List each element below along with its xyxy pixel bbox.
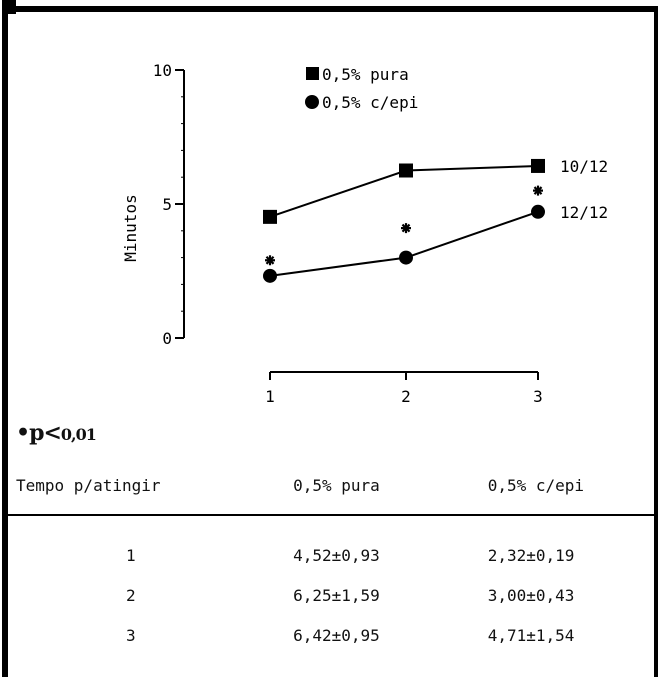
cell-cepi: 4,71±1,54 — [487, 625, 575, 645]
table-row: 3 6,42±0,95 4,71±1,54 — [8, 615, 658, 655]
significance-p: p — [29, 420, 44, 446]
asterisk-stroke — [265, 255, 275, 265]
significance-asterisk — [265, 255, 275, 266]
significance-asterisk — [401, 223, 411, 234]
y-tick-label: 10 — [153, 61, 172, 80]
asterisk-stroke — [401, 223, 411, 233]
significance-dot: • — [16, 420, 30, 446]
chart-legend: 0,5% pura 0,5% c/epi — [305, 65, 418, 112]
data-point-square — [263, 209, 277, 224]
cell-pura: 4,52±0,93 — [293, 545, 380, 565]
x-tick-label: 3 — [533, 387, 543, 406]
legend-square-marker — [306, 67, 319, 80]
data-point-circle — [263, 268, 277, 283]
significance-value: 0,01 — [60, 425, 97, 444]
cell-cepi: 3,00±0,43 — [487, 585, 575, 605]
cell-pura: 6,42±0,95 — [293, 625, 380, 645]
series-end-label: 12/12 — [560, 203, 608, 222]
legend-circle-marker — [305, 95, 319, 109]
cell-tempo: 1 — [126, 545, 136, 565]
chart-series: 10/12 12/12 — [263, 157, 608, 283]
cell-pura: 6,25±1,59 — [293, 585, 380, 605]
data-point-circle — [531, 204, 545, 219]
y-tick-label: 0 — [162, 329, 172, 348]
header-cepi: 0,5% c/epi — [455, 456, 658, 516]
series-line — [269, 210, 539, 277]
legend-entry: 0,5% c/epi — [322, 93, 418, 112]
x-tick-label: 1 — [265, 387, 275, 406]
legend-entry: 0,5% pura — [322, 65, 409, 84]
table-header-row: Tempo p/atingir 0,5% pura 0,5% c/epi — [8, 456, 658, 516]
header-pura: 0,5% pura — [248, 456, 456, 516]
data-point-square — [399, 163, 413, 178]
table-row: 1 4,52±0,93 2,32±0,19 — [8, 515, 658, 575]
chart-axes: 0 5 10 1 2 3 — [153, 61, 543, 406]
x-tick-label: 2 — [401, 387, 411, 406]
asterisk-stroke — [533, 186, 543, 195]
table-row: 2 6,25±1,59 3,00±0,43 — [8, 575, 658, 615]
significance-note: •p<0,01 — [16, 420, 97, 446]
data-point-circle — [399, 250, 413, 265]
y-tick-label: 5 — [162, 195, 172, 214]
results-table: Tempo p/atingir 0,5% pura 0,5% c/epi 1 4… — [8, 456, 658, 655]
y-axis-label: Minutos — [121, 194, 140, 261]
line-chart: 0 5 10 1 2 3 10/12 12/12 0,5% pura 0,5% c/epi M… — [121, 61, 608, 406]
data-point-square — [531, 158, 545, 173]
header-tempo: Tempo p/atingir — [8, 456, 249, 516]
cell-cepi: 2,32±0,19 — [487, 545, 575, 565]
series-end-label: 10/12 — [560, 157, 608, 176]
significance-lt: < — [43, 420, 61, 446]
significance-asterisk — [533, 185, 543, 196]
cell-tempo: 2 — [126, 585, 136, 605]
cell-tempo: 3 — [126, 625, 136, 645]
figure-frame — [2, 6, 658, 677]
